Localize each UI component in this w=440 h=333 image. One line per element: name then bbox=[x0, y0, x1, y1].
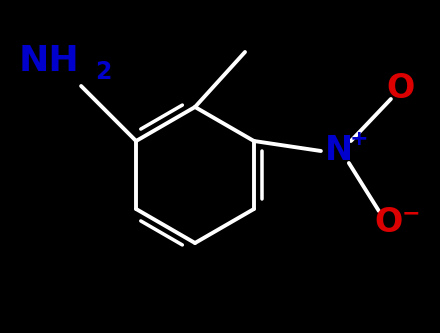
Text: +: + bbox=[349, 129, 368, 149]
Text: O: O bbox=[387, 73, 415, 106]
Text: 2: 2 bbox=[95, 60, 111, 84]
Text: −: − bbox=[402, 203, 420, 223]
Text: NH: NH bbox=[18, 44, 79, 78]
Text: O: O bbox=[375, 206, 403, 239]
Text: N: N bbox=[325, 135, 353, 167]
